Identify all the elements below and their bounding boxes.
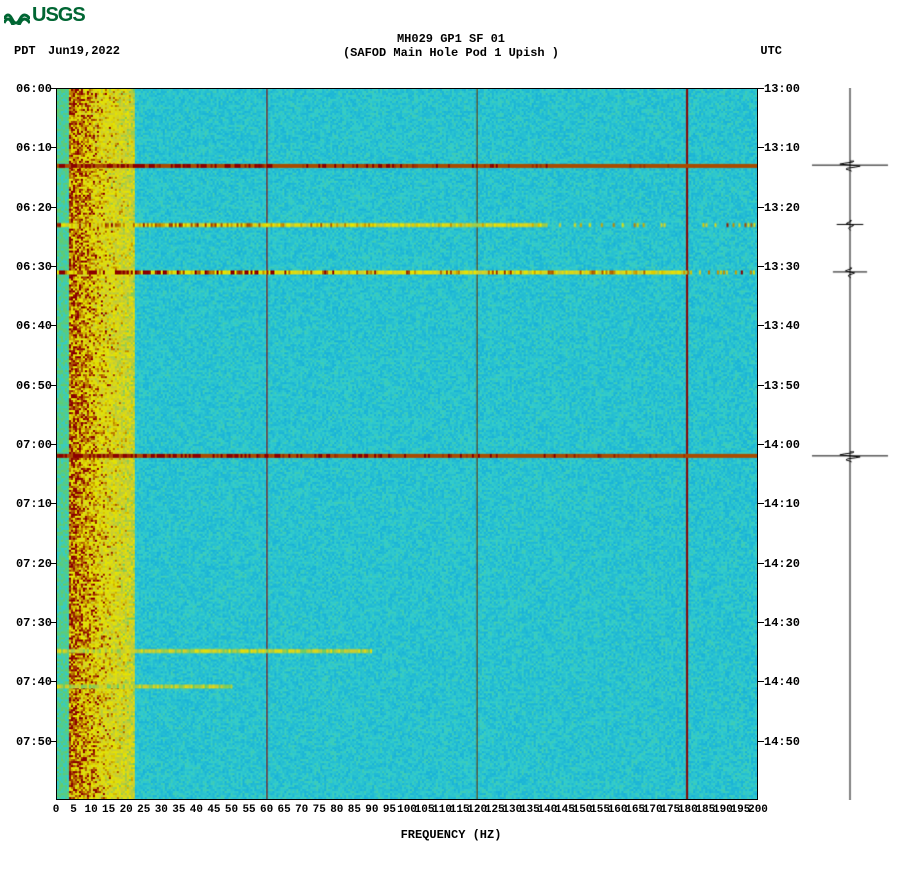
y-tick-left: 06:00 xyxy=(2,82,52,96)
x-tick: 15 xyxy=(102,804,115,816)
y-tick-right: 14:00 xyxy=(764,438,800,452)
side-trace-canvas xyxy=(810,88,890,800)
tick-mark xyxy=(50,88,56,89)
right-tz-label: UTC xyxy=(760,44,782,58)
y-tick-left: 06:30 xyxy=(2,260,52,274)
x-tick: 5 xyxy=(70,804,77,816)
tick-mark xyxy=(758,444,764,445)
tick-mark xyxy=(758,563,764,564)
y-tick-right: 13:40 xyxy=(764,319,800,333)
spectrogram-plot xyxy=(56,88,758,800)
tick-mark xyxy=(50,147,56,148)
x-tick: 90 xyxy=(365,804,378,816)
x-tick: 45 xyxy=(207,804,220,816)
tick-mark xyxy=(758,681,764,682)
spectrogram-canvas xyxy=(57,89,757,799)
y-tick-right: 14:40 xyxy=(764,675,800,689)
x-tick: 10 xyxy=(84,804,97,816)
x-axis-label: FREQUENCY (HZ) xyxy=(0,828,902,842)
y-tick-left: 06:50 xyxy=(2,379,52,393)
tick-mark xyxy=(50,444,56,445)
y-tick-right: 13:00 xyxy=(764,82,800,96)
x-tick: 40 xyxy=(190,804,203,816)
tick-mark xyxy=(758,503,764,504)
y-tick-right: 14:50 xyxy=(764,735,800,749)
tick-mark xyxy=(758,385,764,386)
x-tick: 75 xyxy=(313,804,326,816)
y-tick-right: 14:30 xyxy=(764,616,800,630)
tick-mark xyxy=(50,325,56,326)
tick-mark xyxy=(50,503,56,504)
usgs-wave-icon xyxy=(4,7,30,25)
tick-mark xyxy=(758,147,764,148)
x-tick: 85 xyxy=(348,804,361,816)
y-tick-left: 07:40 xyxy=(2,675,52,689)
x-tick: 80 xyxy=(330,804,343,816)
logo-text: USGS xyxy=(32,4,85,27)
y-tick-right: 14:20 xyxy=(764,557,800,571)
x-tick: 65 xyxy=(278,804,291,816)
x-tick: 95 xyxy=(383,804,396,816)
y-tick-right: 13:50 xyxy=(764,379,800,393)
y-tick-right: 14:10 xyxy=(764,497,800,511)
y-tick-right: 13:30 xyxy=(764,260,800,274)
y-tick-left: 06:20 xyxy=(2,201,52,215)
tick-mark xyxy=(758,88,764,89)
x-tick: 60 xyxy=(260,804,273,816)
x-tick: 20 xyxy=(120,804,133,816)
y-tick-right: 13:20 xyxy=(764,201,800,215)
tick-mark xyxy=(50,681,56,682)
tick-mark xyxy=(758,266,764,267)
tick-mark xyxy=(758,325,764,326)
x-tick: 70 xyxy=(295,804,308,816)
tick-mark xyxy=(50,741,56,742)
y-tick-right: 13:10 xyxy=(764,141,800,155)
tick-mark xyxy=(758,741,764,742)
x-tick: 25 xyxy=(137,804,150,816)
y-tick-left: 07:50 xyxy=(2,735,52,749)
y-tick-left: 07:00 xyxy=(2,438,52,452)
y-tick-left: 07:30 xyxy=(2,616,52,630)
x-tick: 200 xyxy=(748,804,768,816)
x-tick: 55 xyxy=(242,804,255,816)
tick-mark xyxy=(50,266,56,267)
tick-mark xyxy=(50,385,56,386)
tick-mark xyxy=(50,622,56,623)
x-tick: 50 xyxy=(225,804,238,816)
y-tick-left: 07:10 xyxy=(2,497,52,511)
tick-mark xyxy=(758,207,764,208)
tick-mark xyxy=(50,563,56,564)
x-tick: 0 xyxy=(53,804,60,816)
y-tick-left: 06:10 xyxy=(2,141,52,155)
y-tick-left: 07:20 xyxy=(2,557,52,571)
tick-mark xyxy=(50,207,56,208)
tick-mark xyxy=(758,622,764,623)
usgs-logo: USGS xyxy=(4,4,85,27)
x-tick: 35 xyxy=(172,804,185,816)
y-tick-left: 06:40 xyxy=(2,319,52,333)
side-seismic-trace xyxy=(810,88,890,800)
x-tick: 30 xyxy=(155,804,168,816)
